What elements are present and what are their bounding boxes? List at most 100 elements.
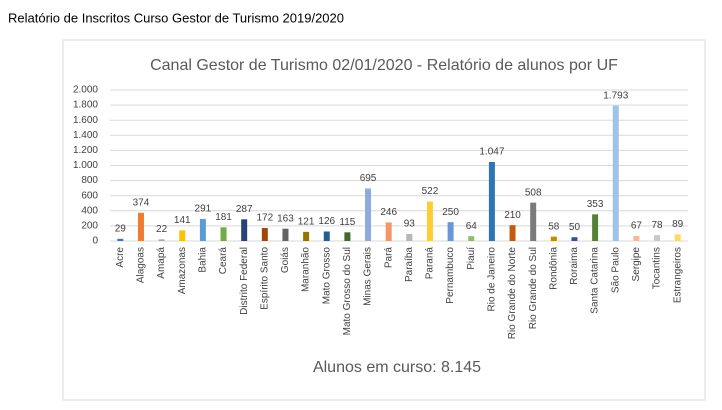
x-tick-label: Tocantins (652, 247, 663, 289)
bar (303, 231, 310, 241)
value-label: 58 (548, 221, 560, 232)
y-tick-label: 200 (81, 221, 98, 232)
value-label: 50 (569, 222, 581, 233)
x-tick-label: Rio Grande do Norte (507, 247, 518, 340)
bar (571, 237, 578, 241)
x-tick-label: Estrangeiros (672, 247, 683, 303)
bar (117, 238, 124, 241)
y-tick-label: 1.400 (73, 130, 98, 141)
x-tick-label: Pará (383, 247, 394, 269)
x-tick-label: Maranhão (301, 247, 312, 292)
value-label: 695 (360, 173, 377, 184)
x-tick-label: Mato Grosso do Sul (342, 247, 353, 335)
x-tick-label: Rondônia (548, 247, 559, 290)
x-tick-label: Paraná (425, 247, 436, 280)
annotation: Alunos em curso: 8.145 (313, 359, 481, 376)
x-tick-label: São Paulo (610, 247, 621, 294)
y-tick-label: 1.000 (73, 160, 98, 171)
y-tick-label: 1.600 (73, 115, 98, 126)
bar (633, 235, 640, 241)
bar (323, 231, 330, 241)
bar (674, 234, 681, 241)
value-label: 181 (215, 212, 232, 223)
x-tick-label: Piauí (466, 247, 477, 270)
bar (344, 232, 351, 241)
bar (447, 222, 454, 241)
value-label: 246 (380, 207, 397, 218)
bar (550, 236, 557, 241)
x-tick-label: Distrito Federal (239, 247, 250, 315)
value-label: 287 (236, 204, 253, 215)
value-label: 67 (631, 221, 643, 232)
x-tick-label: Espírito Santo (259, 247, 270, 310)
bar (385, 222, 392, 241)
bar (241, 219, 248, 241)
value-label: 291 (195, 204, 212, 215)
bar (406, 233, 413, 241)
x-tick-label: Santa Catarina (590, 247, 601, 314)
chart-title: Canal Gestor de Turismo 02/01/2020 - Rel… (150, 57, 618, 74)
bar (158, 239, 165, 241)
bar (509, 225, 516, 241)
value-label: 141 (174, 215, 191, 226)
x-tick-label: Roraima (569, 247, 580, 285)
bar (612, 105, 619, 241)
x-tick-label: Pernambuco (445, 247, 456, 304)
bar (654, 235, 661, 241)
x-tick-label: Paraíba (404, 247, 415, 282)
bar (365, 188, 372, 241)
value-label: 172 (256, 213, 273, 224)
bar (488, 161, 495, 241)
value-label: 121 (298, 217, 315, 228)
value-label: 1.793 (603, 90, 628, 101)
y-tick-label: 600 (81, 190, 98, 201)
bar (199, 219, 206, 241)
y-tick-label: 400 (81, 205, 98, 216)
value-label: 250 (442, 207, 459, 218)
page-title: Relatório de Inscritos Curso Gestor de T… (8, 10, 344, 25)
value-label: 78 (651, 220, 663, 231)
y-tick-label: 1.800 (73, 100, 98, 111)
bar (592, 214, 599, 241)
x-tick-label: Acre (115, 247, 126, 268)
x-tick-label: Mato Grosso (321, 247, 332, 305)
x-tick-label: Minas Gerais (363, 247, 374, 306)
value-label: 163 (277, 213, 294, 224)
x-tick-label: Bahia (198, 247, 209, 273)
value-label: 210 (504, 210, 521, 221)
bar (282, 228, 289, 241)
x-tick-label: Amazonas (177, 247, 188, 294)
y-tick-label: 2.000 (73, 85, 98, 96)
bar (426, 201, 433, 241)
value-label: 29 (115, 223, 127, 234)
bar (179, 230, 186, 241)
bar (261, 228, 268, 241)
value-label: 93 (404, 219, 416, 230)
bar (220, 227, 227, 241)
x-tick-label: Amapá (156, 247, 167, 279)
value-label: 508 (525, 187, 542, 198)
value-label: 64 (466, 221, 478, 232)
bar (137, 212, 144, 241)
value-label: 126 (318, 216, 335, 227)
value-label: 1.047 (479, 147, 504, 158)
value-label: 374 (133, 197, 150, 208)
x-tick-label: Alagoas (136, 247, 147, 283)
x-tick-label: Ceará (218, 247, 229, 275)
value-label: 522 (422, 186, 439, 197)
value-label: 353 (587, 199, 604, 210)
y-tick-label: 0 (92, 236, 98, 247)
value-label: 22 (156, 224, 168, 235)
value-label: 115 (339, 217, 355, 228)
x-tick-label: Sergipe (631, 247, 642, 282)
x-tick-label: Goiás (280, 247, 291, 273)
bar (530, 202, 537, 241)
y-tick-label: 1.200 (73, 145, 98, 156)
x-tick-label: Rio de Janeiro (487, 247, 498, 312)
value-label: 89 (672, 219, 684, 230)
x-tick-label: Rio Grande do Sul (528, 247, 539, 329)
y-tick-label: 800 (81, 175, 98, 186)
bar (468, 236, 475, 241)
